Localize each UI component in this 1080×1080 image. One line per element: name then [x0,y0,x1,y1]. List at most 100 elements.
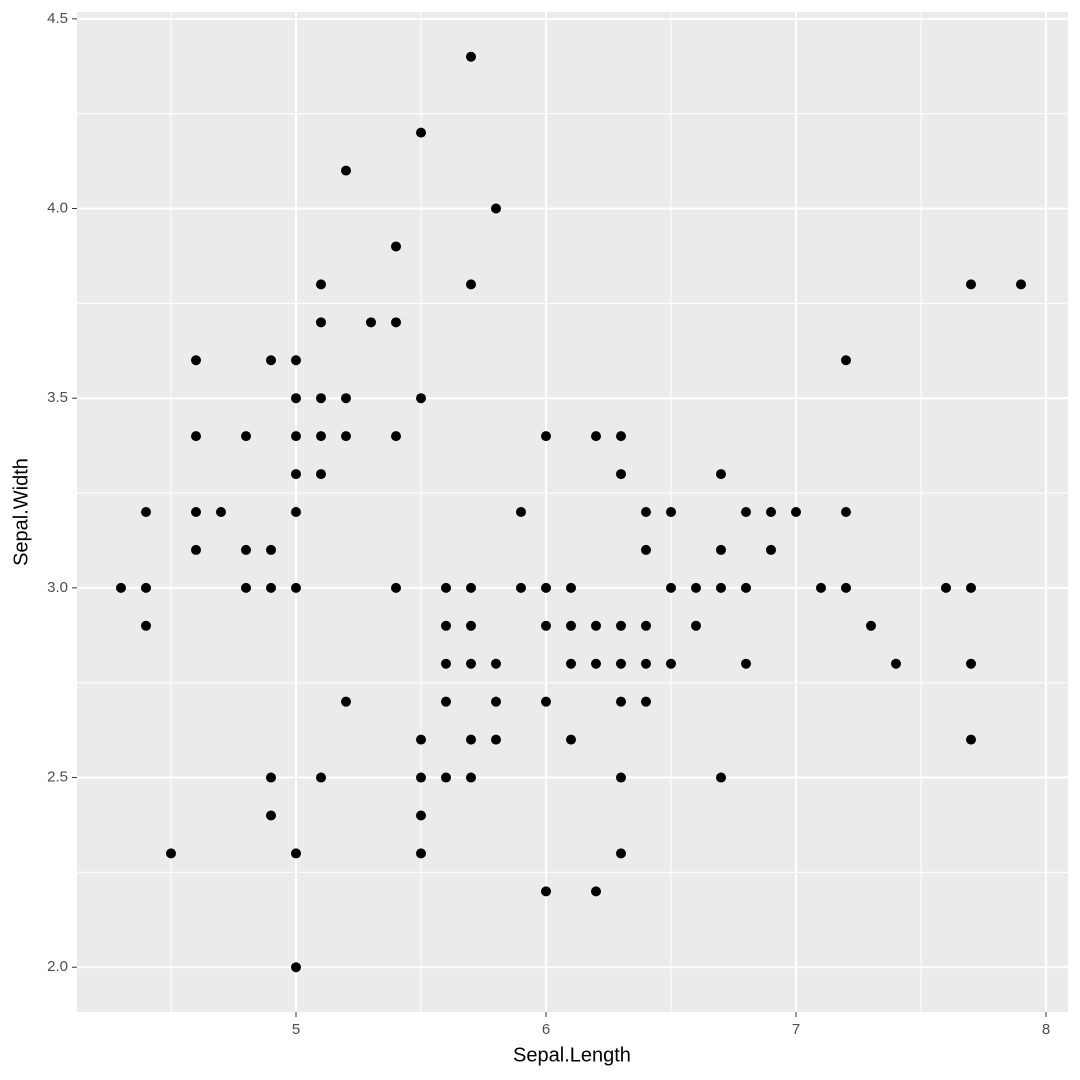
point [591,658,601,669]
point [1016,279,1026,290]
point [291,355,301,366]
point [341,165,351,176]
point [141,620,151,631]
point [191,544,201,555]
point [316,772,326,783]
point [741,507,751,517]
point [316,317,326,328]
point [316,393,326,404]
point [741,582,751,593]
point [466,734,476,745]
point [391,431,401,442]
point [566,658,576,669]
point [641,658,651,669]
x-axis-title: Sepal.Length [513,1044,631,1066]
point [591,431,601,442]
point [116,582,126,593]
point [966,658,976,669]
y-tick-label: 2.0 [47,958,68,975]
point [291,393,301,404]
point [716,544,726,555]
point [766,544,776,555]
point [441,582,451,593]
point [841,355,851,366]
point [591,620,601,631]
point [141,582,151,593]
point [266,355,276,366]
point [616,848,626,859]
point [466,51,476,62]
x-tick-label: 5 [292,1021,300,1038]
point [516,582,526,593]
point [466,658,476,669]
y-tick-label: 3.5 [47,389,68,406]
point [391,317,401,328]
point [166,848,176,859]
point [941,582,951,593]
point [266,810,276,821]
point [766,507,776,517]
point [291,962,301,973]
x-tick-label: 8 [1042,1021,1050,1038]
point [966,582,976,593]
point [491,658,501,669]
point [541,431,551,442]
y-axis-title: Sepal.Width [10,458,32,566]
point [266,772,276,783]
point [616,431,626,442]
point [466,772,476,783]
point [391,241,401,252]
point [216,507,226,517]
point [616,696,626,707]
point [816,582,826,593]
point [691,620,701,631]
point [641,620,651,631]
point [466,582,476,593]
point [341,431,351,442]
point [966,734,976,745]
point [241,582,251,593]
point [741,658,751,669]
point [416,393,426,404]
point [366,317,376,328]
point [291,582,301,593]
point [441,658,451,669]
x-tick-label: 6 [542,1021,550,1038]
x-tick-label: 7 [792,1021,800,1038]
point [616,620,626,631]
point [441,696,451,707]
point [291,469,301,480]
point [541,886,551,897]
point [416,772,426,783]
point [641,507,651,517]
point [616,658,626,669]
point [716,469,726,480]
point [541,582,551,593]
point [316,279,326,290]
point [441,620,451,631]
point [691,582,701,593]
point [466,279,476,290]
point [866,620,876,631]
point [491,734,501,745]
y-tick-label: 4.5 [47,10,68,27]
point [516,507,526,517]
point [566,620,576,631]
points [116,51,1026,973]
point [191,431,201,442]
point [491,696,501,707]
point [191,507,201,517]
point [266,582,276,593]
point [666,658,676,669]
y-tick-label: 3.0 [47,579,68,596]
point [616,772,626,783]
point [716,772,726,783]
point [641,696,651,707]
point [666,507,676,517]
point [841,507,851,517]
point [241,431,251,442]
point [541,620,551,631]
point [591,886,601,897]
point [491,203,501,214]
